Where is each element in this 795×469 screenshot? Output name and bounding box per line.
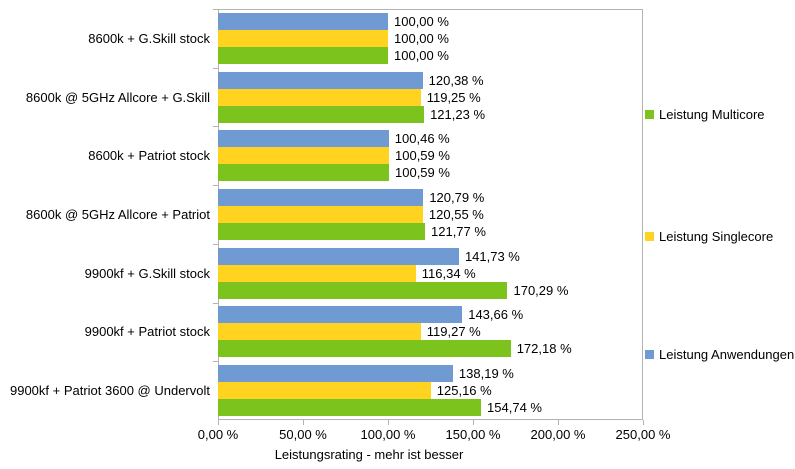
bar bbox=[218, 306, 463, 324]
legend-item: Leistung Anwendungen bbox=[645, 346, 794, 362]
value-label: 125,16 % bbox=[436, 383, 492, 399]
x-tick-label: 0,00 % bbox=[197, 427, 239, 442]
value-label: 100,46 % bbox=[394, 131, 450, 147]
x-tick-label: 50,00 % bbox=[279, 427, 327, 442]
category-label: 9900kf + Patriot 3600 @ Undervolt bbox=[9, 383, 210, 399]
y-tick-mark bbox=[213, 361, 218, 362]
y-tick-mark bbox=[213, 126, 218, 127]
bar bbox=[218, 130, 389, 148]
category-label: 9900kf + G.Skill stock bbox=[84, 265, 210, 281]
category-label: 8600k @ 5GHz Allcore + Patriot bbox=[25, 206, 210, 222]
bar bbox=[218, 365, 453, 383]
value-label: 100,00 % bbox=[394, 13, 449, 29]
x-tick-mark bbox=[473, 420, 474, 425]
value-label: 121,23 % bbox=[430, 106, 486, 122]
value-label: 100,59 % bbox=[395, 148, 450, 164]
value-label: 141,73 % bbox=[464, 248, 520, 264]
legend-swatch-icon bbox=[645, 231, 654, 241]
bar bbox=[218, 71, 423, 89]
value-label: 120,55 % bbox=[428, 207, 484, 222]
x-tick-label: 200,00 % bbox=[530, 427, 586, 442]
bar bbox=[218, 340, 511, 358]
category-label: 8600k + G.Skill stock bbox=[88, 30, 210, 46]
bar bbox=[218, 164, 389, 182]
bar bbox=[218, 12, 388, 30]
legend-item: Leistung Singlecore bbox=[645, 228, 773, 244]
bar bbox=[218, 247, 459, 265]
x-tick-mark bbox=[218, 420, 219, 425]
x-axis-title: Leistungsrating - mehr ist besser bbox=[274, 447, 464, 462]
bar bbox=[218, 147, 389, 165]
value-label: 100,59 % bbox=[395, 165, 450, 181]
legend-swatch-icon bbox=[645, 109, 654, 119]
bar bbox=[218, 223, 425, 240]
bar bbox=[218, 264, 416, 282]
category-label: 8600k @ 5GHz Allcore + G.Skill bbox=[25, 89, 210, 105]
bar bbox=[218, 29, 388, 47]
bar bbox=[218, 105, 425, 123]
bar bbox=[218, 323, 421, 341]
y-tick-mark bbox=[213, 9, 218, 10]
value-label: 119,25 % bbox=[426, 89, 481, 105]
y-tick-mark bbox=[213, 303, 218, 304]
category-label: 9900kf + Patriot stock bbox=[84, 324, 210, 340]
x-tick-mark bbox=[303, 420, 304, 425]
value-label: 172,18 % bbox=[516, 341, 572, 357]
value-label: 154,74 % bbox=[487, 400, 542, 416]
value-label: 138,19 % bbox=[458, 366, 514, 382]
x-tick-label: 250,00 % bbox=[615, 427, 671, 442]
bar bbox=[218, 206, 423, 223]
bar bbox=[218, 189, 424, 206]
bar bbox=[218, 399, 482, 417]
value-label: 116,34 % bbox=[421, 265, 476, 281]
value-label: 120,38 % bbox=[428, 72, 484, 88]
x-tick-label: 150,00 % bbox=[445, 427, 501, 442]
legend-label: Leistung Singlecore bbox=[659, 228, 774, 244]
y-tick-mark bbox=[213, 185, 218, 186]
value-label: 100,00 % bbox=[394, 30, 449, 46]
bar bbox=[218, 382, 431, 400]
legend-label: Leistung Anwendungen bbox=[659, 346, 795, 362]
bar bbox=[218, 88, 421, 106]
legend-item: Leistung Multicore bbox=[645, 106, 765, 122]
value-label: 119,27 % bbox=[426, 324, 481, 340]
x-tick-mark bbox=[388, 420, 389, 425]
value-label: 143,66 % bbox=[468, 307, 524, 323]
x-tick-mark bbox=[643, 420, 644, 425]
value-label: 121,77 % bbox=[431, 224, 486, 239]
bar bbox=[218, 46, 388, 64]
value-label: 100,00 % bbox=[394, 47, 449, 63]
legend-swatch-icon bbox=[645, 349, 654, 359]
x-tick-mark bbox=[558, 420, 559, 425]
y-tick-mark bbox=[213, 244, 218, 245]
value-label: 120,79 % bbox=[429, 190, 485, 205]
category-label: 8600k + Patriot stock bbox=[88, 148, 210, 164]
bar bbox=[218, 281, 508, 299]
legend-label: Leistung Multicore bbox=[659, 106, 765, 122]
y-tick-mark bbox=[213, 68, 218, 69]
value-label: 170,29 % bbox=[513, 282, 569, 298]
x-tick-label: 100,00 % bbox=[360, 427, 416, 442]
